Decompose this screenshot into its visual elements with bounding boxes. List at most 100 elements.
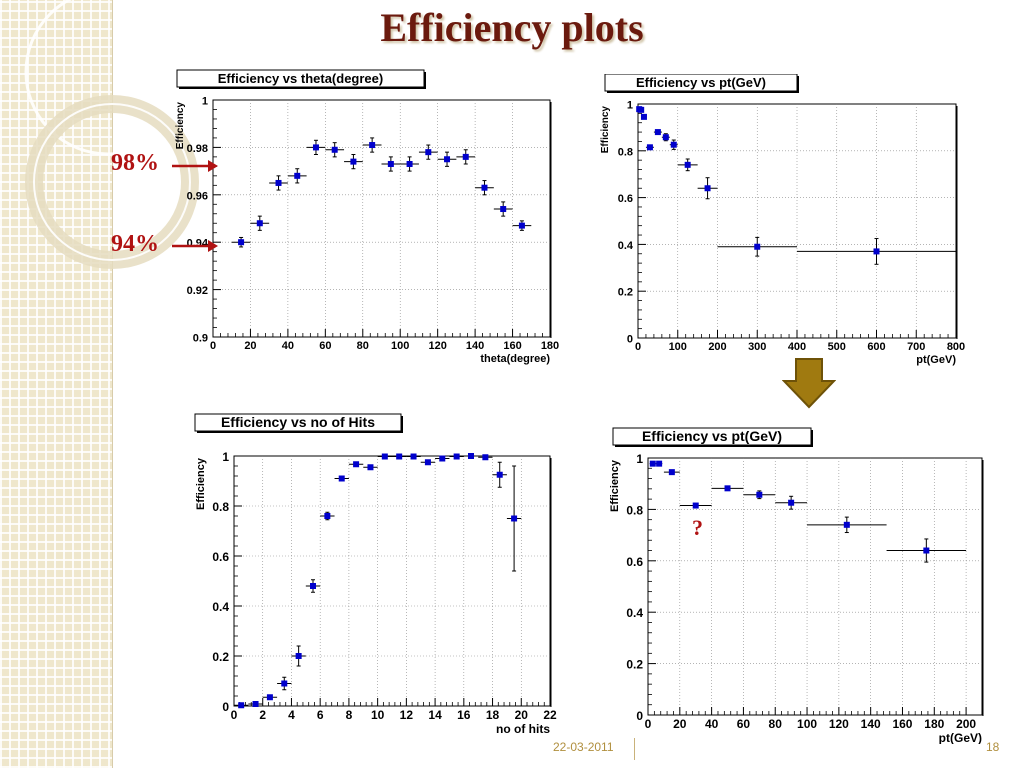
footer-date: 22-03-2011: [553, 740, 614, 754]
data-point: [843, 521, 850, 528]
plot-frame: [233, 455, 551, 707]
footer-divider: [634, 738, 635, 760]
x-tick-label: 0: [210, 340, 216, 352]
data-point: [640, 113, 647, 120]
data-point: [649, 460, 656, 467]
plot-frame: [647, 457, 983, 716]
data-point: [275, 179, 282, 186]
data-point: [646, 144, 653, 151]
x-tick-label: 8: [346, 708, 353, 722]
x-tick-label: 160: [892, 717, 912, 731]
chart-efficiency-vs-pt-full: 0 100 200 300 400 500 600 700 800 0 0.2 0.4 0.6 0.8 1 p…: [600, 74, 965, 366]
x-tick-label: 200: [956, 717, 976, 731]
data-point: [482, 454, 489, 461]
x-tick-label: 4: [288, 708, 295, 722]
red-arrow-icon: [172, 240, 218, 252]
data-point: [788, 499, 795, 506]
y-tick-label: 1: [222, 450, 229, 464]
y-tick-label: 0.8: [618, 146, 633, 158]
y-tick-label: 0: [636, 709, 643, 723]
data-point: [331, 146, 338, 153]
x-tick-label: 18: [486, 708, 500, 722]
x-tick-label: 800: [947, 341, 965, 353]
y-tick-label: 0.92: [187, 285, 208, 297]
x-tick-label: 700: [907, 341, 925, 353]
y-tick-label: 0.8: [212, 500, 229, 514]
chart-efficiency-vs-theta: 0 20 40 60 80 100 120 140 160 1800.90.920.940.960…: [175, 69, 559, 365]
data-point: [496, 471, 503, 478]
x-tick-label: 16: [457, 708, 471, 722]
data-point: [756, 491, 763, 498]
data-point: [256, 220, 263, 227]
data-point: [656, 460, 663, 467]
data-point: [511, 515, 518, 522]
y-tick-label: 1: [202, 96, 208, 108]
x-tick-label: 120: [428, 340, 446, 352]
y-tick-label: 0.2: [618, 287, 633, 299]
x-tick-label: 14: [428, 708, 442, 722]
data-point: [638, 106, 645, 113]
y-tick-label: 0.6: [618, 193, 633, 205]
data-point: [324, 513, 331, 519]
x-tick-label: 12: [400, 708, 414, 722]
footer-page-number: 18: [986, 740, 1000, 754]
data-point: [923, 547, 930, 554]
x-tick-label: 40: [705, 717, 719, 731]
x-tick-label: 120: [829, 717, 849, 731]
data-point: [873, 248, 880, 255]
y-tick-label: 0.6: [626, 555, 643, 569]
data-point: [444, 156, 451, 163]
x-tick-label: 60: [319, 340, 331, 352]
x-axis-label: pt(GeV): [939, 731, 982, 744]
chart-title: Efficiency vs theta(degree): [218, 71, 383, 86]
y-axis-label: Efficiency: [600, 106, 611, 154]
y-tick-label: 0.96: [187, 190, 208, 202]
y-tick-label: 0.4: [618, 240, 634, 252]
data-point: [353, 461, 360, 468]
x-tick-label: 180: [924, 717, 944, 731]
y-tick-label: 0.2: [626, 658, 643, 672]
data-point: [338, 475, 345, 482]
red-arrow-icon: [172, 160, 218, 172]
data-point: [654, 129, 661, 136]
data-point: [670, 141, 677, 148]
data-point: [312, 144, 319, 151]
chart-title: Efficiency vs pt(GeV): [636, 75, 766, 90]
y-tick-label: 1: [636, 452, 643, 466]
y-tick-label: 0.8: [626, 503, 643, 517]
chart-title: Efficiency vs no of Hits: [221, 414, 375, 430]
x-tick-label: 0: [645, 717, 652, 731]
data-point: [662, 134, 669, 141]
data-point: [668, 469, 675, 476]
x-tick-label: 20: [673, 717, 687, 731]
data-point: [381, 453, 388, 460]
data-point: [238, 702, 245, 709]
down-arrow-icon: [782, 358, 836, 409]
data-point: [406, 160, 413, 167]
y-axis-label: Efficiency: [175, 102, 186, 150]
x-tick-label: 2: [259, 708, 266, 722]
x-axis-label: theta(degree): [480, 353, 550, 365]
data-point: [439, 455, 446, 462]
y-tick-label: 0.9: [193, 333, 208, 345]
x-tick-label: 6: [317, 708, 324, 722]
data-point: [295, 653, 302, 659]
data-point: [462, 153, 469, 160]
data-point: [310, 583, 316, 589]
question-mark-label: ?: [692, 515, 703, 540]
y-tick-label: 0.2: [212, 650, 229, 664]
x-tick-label: 300: [748, 341, 766, 353]
data-point: [692, 502, 699, 509]
callout-98-label: 98%: [111, 150, 159, 176]
chart-title-box: [176, 69, 425, 88]
x-tick-label: 100: [391, 340, 409, 352]
x-tick-label: 180: [541, 340, 559, 352]
chart-title-box: [604, 74, 798, 92]
data-point: [350, 158, 357, 165]
y-tick-label: 0.4: [212, 600, 229, 614]
data-point: [424, 459, 431, 466]
data-point: [724, 485, 731, 492]
data-point: [281, 680, 288, 687]
y-axis-label: Efficiency: [195, 457, 207, 510]
data-point: [704, 185, 711, 192]
